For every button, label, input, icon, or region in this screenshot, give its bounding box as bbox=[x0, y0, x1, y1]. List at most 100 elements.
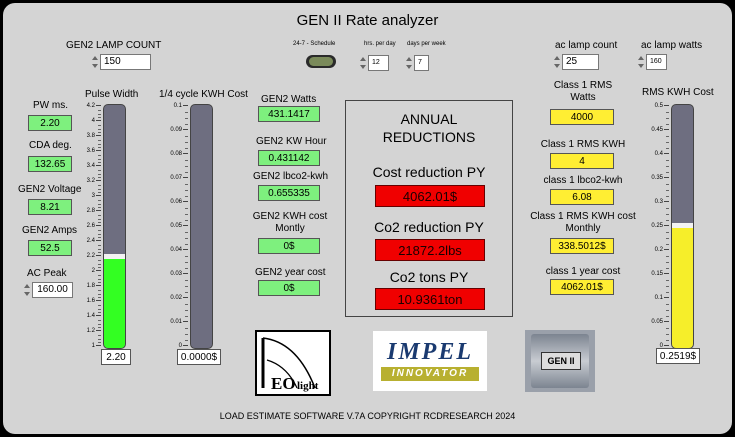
pulse-width-minor-tick bbox=[98, 143, 101, 145]
rms-cost-minor-tick bbox=[666, 172, 669, 173]
pulse-width-minor-tick bbox=[98, 218, 101, 220]
impel-text: IMPEL bbox=[386, 339, 473, 365]
cda-indicator: 132.65 bbox=[28, 156, 72, 172]
gen2-kwh-cost-label: GEN2 KWH cost Montly bbox=[252, 211, 328, 234]
days-input[interactable]: 7 bbox=[414, 55, 429, 71]
rms-cost-fill bbox=[672, 222, 693, 348]
quarter-kwh-minor-tick bbox=[185, 124, 188, 125]
cost-reduction-label: Cost reduction PY bbox=[372, 164, 486, 180]
eo-light-logo: EO light bbox=[255, 330, 331, 396]
days-spinner[interactable] bbox=[405, 55, 413, 71]
ac-peak-input[interactable]: 160.00 bbox=[32, 282, 73, 298]
quarter-kwh-minor-tick bbox=[185, 166, 188, 167]
quarter-kwh-minor-tick bbox=[185, 142, 188, 143]
quarter-kwh-tick-label: 0.04 bbox=[170, 247, 188, 253]
lamp-count-spinner[interactable] bbox=[91, 54, 99, 70]
pulse-width-minor-tick bbox=[98, 244, 101, 246]
rms-cost-minor-tick bbox=[666, 262, 669, 263]
rms-cost-minor-tick bbox=[666, 148, 669, 149]
pulse-width-minor-tick bbox=[98, 278, 101, 280]
pulse-width-tick-label: 2.8 bbox=[87, 208, 101, 214]
class1-rms-kwh-label: Class 1 RMS KWH bbox=[540, 139, 626, 150]
hrs-control[interactable]: 12 bbox=[359, 55, 389, 71]
gen2-kw-hour-label: GEN2 KW Hour bbox=[256, 136, 327, 147]
rms-cost-tick-label: 0.05 bbox=[651, 319, 669, 325]
gen2-year-cost-label: GEN2 year cost bbox=[255, 267, 326, 278]
quarter-kwh-tick-label: 0 bbox=[179, 343, 188, 349]
lamp-count-label: GEN2 LAMP COUNT bbox=[66, 40, 162, 51]
pulse-width-minor-tick bbox=[98, 229, 101, 231]
gen-ii-text: GEN II bbox=[541, 352, 581, 370]
pulse-width-tick-label: 1.8 bbox=[87, 283, 101, 289]
quarter-kwh-minor-tick bbox=[185, 208, 188, 209]
rms-cost-minor-tick bbox=[666, 118, 669, 119]
rms-cost-minor-tick bbox=[666, 256, 669, 257]
rms-cost-minor-tick bbox=[666, 112, 669, 113]
ac-lamp-watts-label: ac lamp watts bbox=[641, 40, 703, 51]
pulse-width-minor-tick bbox=[98, 188, 101, 190]
pulse-width-minor-tick bbox=[98, 128, 101, 130]
lamp-count-control[interactable]: 150 bbox=[91, 54, 151, 70]
cda-label: CDA deg. bbox=[29, 140, 72, 151]
pulse-width-tick-label: 3 bbox=[92, 193, 101, 199]
hrs-input[interactable]: 12 bbox=[368, 55, 389, 71]
quarter-kwh-minor-tick bbox=[185, 262, 188, 263]
pulse-width-tick-label: 3.4 bbox=[87, 163, 101, 169]
gen2-watts-indicator: 431.1417 bbox=[258, 106, 320, 122]
app-title: GEN II Rate analyzer bbox=[296, 12, 439, 29]
pulse-width-minor-tick bbox=[98, 233, 101, 235]
quarter-kwh-minor-tick bbox=[185, 214, 188, 215]
rms-cost-minor-tick bbox=[666, 124, 669, 125]
rms-cost-minor-tick bbox=[666, 142, 669, 143]
ac-lamp-watts-control[interactable]: 160 bbox=[637, 54, 667, 70]
svg-text:light: light bbox=[297, 380, 319, 392]
rms-cost-tick-label: 0.15 bbox=[651, 271, 669, 277]
class1-rms-watts-label: Class 1 RMS Watts bbox=[553, 80, 613, 103]
schedule-toggle[interactable] bbox=[306, 55, 336, 68]
pw-indicator: 2.20 bbox=[28, 115, 72, 131]
rms-cost-minor-tick bbox=[666, 214, 669, 215]
pulse-width-tick-label: 3.8 bbox=[87, 133, 101, 139]
cost-reduction-indicator: 4062.01$ bbox=[375, 185, 485, 207]
hrs-spinner[interactable] bbox=[359, 55, 367, 71]
analyzer-panel: GEN II Rate analyzer GEN2 LAMP COUNT 150… bbox=[3, 3, 732, 434]
quarter-kwh-minor-tick bbox=[185, 316, 188, 317]
rms-cost-minor-tick bbox=[666, 184, 669, 185]
lamp-count-input[interactable]: 150 bbox=[100, 54, 151, 70]
pulse-width-minor-tick bbox=[98, 274, 101, 276]
ac-lamp-count-spinner[interactable] bbox=[553, 54, 561, 70]
rms-cost-tick-label: 0.35 bbox=[651, 175, 669, 181]
amps-indicator: 52.5 bbox=[28, 240, 72, 256]
pulse-width-tick-label: 1 bbox=[92, 343, 101, 349]
ac-lamp-count-label: ac lamp count bbox=[555, 40, 618, 51]
ac-peak-control[interactable]: 160.00 bbox=[23, 282, 73, 298]
gen2-kwh-cost-indicator: 0$ bbox=[258, 238, 320, 254]
quarter-kwh-tank bbox=[190, 104, 213, 349]
rms-cost-value: 0.2519$ bbox=[656, 348, 700, 364]
co2-tons-indicator: 10.9361ton bbox=[375, 288, 485, 310]
quarter-kwh-minor-tick bbox=[185, 340, 188, 341]
toggle-knob bbox=[309, 57, 333, 66]
rms-cost-tick-label: 0.45 bbox=[651, 127, 669, 133]
pulse-width-minor-tick bbox=[98, 263, 101, 265]
ac-peak-spinner[interactable] bbox=[23, 282, 31, 298]
rms-cost-minor-tick bbox=[666, 160, 669, 161]
rms-cost-scale: 0.5 0.45 0.4 0.35 0.3 0.25 0.2 0.15 0.1 0.05 0 bbox=[629, 103, 669, 349]
schedule-label: 24-7 - Schedule bbox=[293, 41, 336, 47]
pulse-width-tick-label: 4.2 bbox=[87, 103, 101, 109]
ac-lamp-count-control[interactable]: 25 bbox=[553, 54, 599, 70]
pulse-width-tick-label: 2.4 bbox=[87, 238, 101, 244]
ac-lamp-count-input[interactable]: 25 bbox=[562, 54, 599, 70]
co2-reduction-indicator: 21872.2lbs bbox=[375, 239, 485, 261]
days-control[interactable]: 7 bbox=[405, 55, 429, 71]
rms-cost-tick-label: 0.4 bbox=[655, 151, 669, 157]
ac-lamp-watts-input[interactable]: 160 bbox=[646, 54, 667, 70]
pulse-width-minor-tick bbox=[98, 169, 101, 171]
pulse-width-tick-label: 2.2 bbox=[87, 253, 101, 259]
rms-cost-label: RMS KWH Cost bbox=[642, 87, 714, 98]
ac-lamp-watts-spinner[interactable] bbox=[637, 54, 645, 70]
pulse-width-minor-tick bbox=[98, 214, 101, 216]
quarter-kwh-minor-tick bbox=[185, 220, 188, 221]
rms-cost-tick-label: 0.3 bbox=[655, 199, 669, 205]
pulse-width-minor-tick bbox=[98, 124, 101, 126]
